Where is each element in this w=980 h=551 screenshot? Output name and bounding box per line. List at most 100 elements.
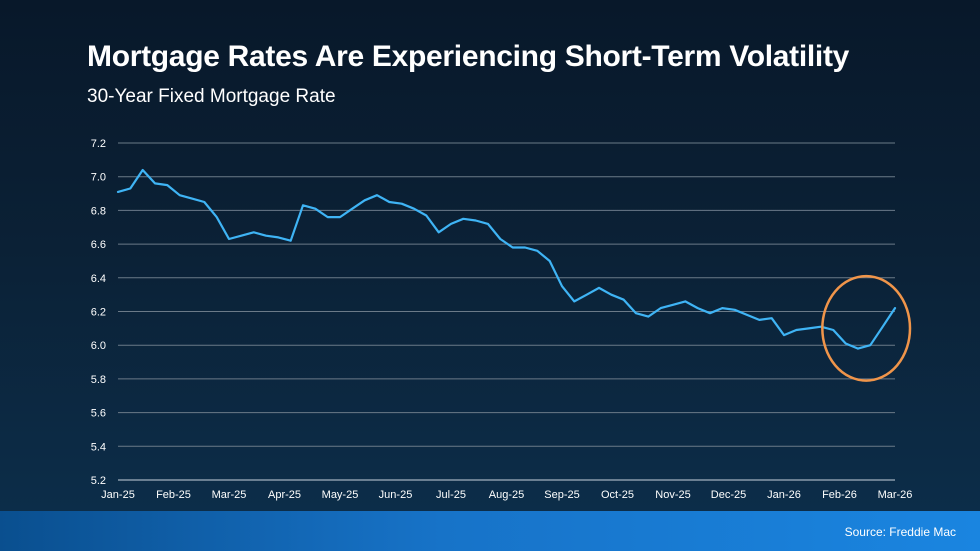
data-point xyxy=(240,234,242,236)
data-point xyxy=(487,223,489,225)
data-point xyxy=(832,329,834,331)
data-point xyxy=(696,307,698,309)
y-tick-label: 5.6 xyxy=(91,408,106,420)
data-point xyxy=(166,184,168,186)
data-point xyxy=(129,187,131,189)
x-tick-label: Feb-26 xyxy=(822,489,857,501)
data-point xyxy=(339,216,341,218)
data-point xyxy=(598,287,600,289)
x-tick-label: Jul-25 xyxy=(436,489,466,501)
data-point xyxy=(659,307,661,309)
data-point xyxy=(425,214,427,216)
y-tick-label: 7.0 xyxy=(91,172,106,184)
chart-subtitle: 30-Year Fixed Mortgage Rate xyxy=(87,86,336,107)
y-tick-label: 6.4 xyxy=(91,273,106,285)
data-point xyxy=(894,307,896,309)
y-tick-label: 5.8 xyxy=(91,374,106,386)
data-point xyxy=(684,300,686,302)
x-tick-labels: Jan-25 Feb-25 Mar-25 Apr-25 May-25 Jun-25 Jul-… xyxy=(101,489,912,501)
highlight-ellipse xyxy=(821,274,912,382)
data-point xyxy=(709,312,711,314)
data-point xyxy=(573,300,575,302)
x-tick-label: Nov-25 xyxy=(655,489,690,501)
x-tick-label: Aug-25 xyxy=(489,489,524,501)
x-tick-label: Apr-25 xyxy=(268,489,301,501)
data-point xyxy=(758,319,760,321)
x-tick-label: Jan-25 xyxy=(101,489,135,501)
data-point xyxy=(141,169,143,171)
data-point xyxy=(277,236,279,238)
data-point xyxy=(117,191,119,193)
y-tick-label: 6.0 xyxy=(91,340,106,352)
data-point xyxy=(302,204,304,206)
data-point xyxy=(857,347,859,349)
y-tick-label: 6.6 xyxy=(91,239,106,251)
gridlines xyxy=(118,142,895,481)
x-tick-label: Mar-26 xyxy=(878,489,913,501)
data-point xyxy=(795,329,797,331)
data-point xyxy=(881,325,883,327)
data-point xyxy=(462,218,464,220)
data-point xyxy=(585,293,587,295)
data-point xyxy=(733,309,735,311)
data-point xyxy=(770,317,772,319)
y-tick-label: 5.4 xyxy=(91,441,106,453)
data-point xyxy=(314,208,316,210)
data-point xyxy=(450,223,452,225)
data-point xyxy=(524,246,526,248)
data-point xyxy=(388,201,390,203)
data-point xyxy=(203,201,205,203)
data-point xyxy=(228,238,230,240)
source-label: Source: Freddie Mac xyxy=(844,525,956,539)
data-point xyxy=(548,260,550,262)
data-point xyxy=(807,327,809,329)
data-point xyxy=(536,250,538,252)
x-tick-label: Jan-26 xyxy=(767,489,801,501)
data-point xyxy=(635,312,637,314)
data-point xyxy=(647,315,649,317)
y-tick-label: 5.2 xyxy=(91,475,106,487)
x-tick-label: Mar-25 xyxy=(212,489,247,501)
data-point xyxy=(511,246,513,248)
data-point xyxy=(252,231,254,233)
chart-title: Mortgage Rates Are Experiencing Short-Te… xyxy=(87,40,850,73)
highlight-group xyxy=(821,274,912,382)
x-tick-label: May-25 xyxy=(322,489,359,501)
data-point xyxy=(265,234,267,236)
y-tick-label: 7.2 xyxy=(91,138,106,150)
x-tick-label: Sep-25 xyxy=(544,489,579,501)
x-tick-label: Dec-25 xyxy=(711,489,746,501)
data-point xyxy=(178,194,180,196)
data-point xyxy=(610,293,612,295)
data-point xyxy=(783,334,785,336)
data-point xyxy=(191,197,193,199)
x-tick-label: Jun-25 xyxy=(379,489,413,501)
data-point xyxy=(363,199,365,201)
data-point xyxy=(400,202,402,204)
y-tick-label: 6.8 xyxy=(91,205,106,217)
y-tick-labels: 7.2 7.0 6.8 6.6 6.4 6.2 6.0 5.8 5.6 5.4 5.2 xyxy=(91,138,106,487)
data-point xyxy=(672,304,674,306)
data-point xyxy=(561,285,563,287)
x-tick-label: Feb-25 xyxy=(156,489,191,501)
data-point xyxy=(413,208,415,210)
data-point xyxy=(746,314,748,316)
series-lines xyxy=(116,168,897,350)
data-point xyxy=(154,182,156,184)
data-point xyxy=(622,299,624,301)
x-tick-label: Oct-25 xyxy=(601,489,634,501)
footer-bar: Source: Freddie Mac xyxy=(0,511,980,551)
data-point xyxy=(869,344,871,346)
data-point xyxy=(351,208,353,210)
data-point xyxy=(215,216,217,218)
series-line xyxy=(116,168,897,350)
data-point xyxy=(844,342,846,344)
data-point xyxy=(499,238,501,240)
data-point xyxy=(376,194,378,196)
data-point xyxy=(326,216,328,218)
data-point xyxy=(474,219,476,221)
line-chart: 7.2 7.0 6.8 6.6 6.4 6.2 6.0 5.8 5.6 5.4 5.2 Jan-25… xyxy=(91,138,912,501)
data-point xyxy=(289,240,291,242)
data-point xyxy=(437,231,439,233)
data-point xyxy=(721,307,723,309)
